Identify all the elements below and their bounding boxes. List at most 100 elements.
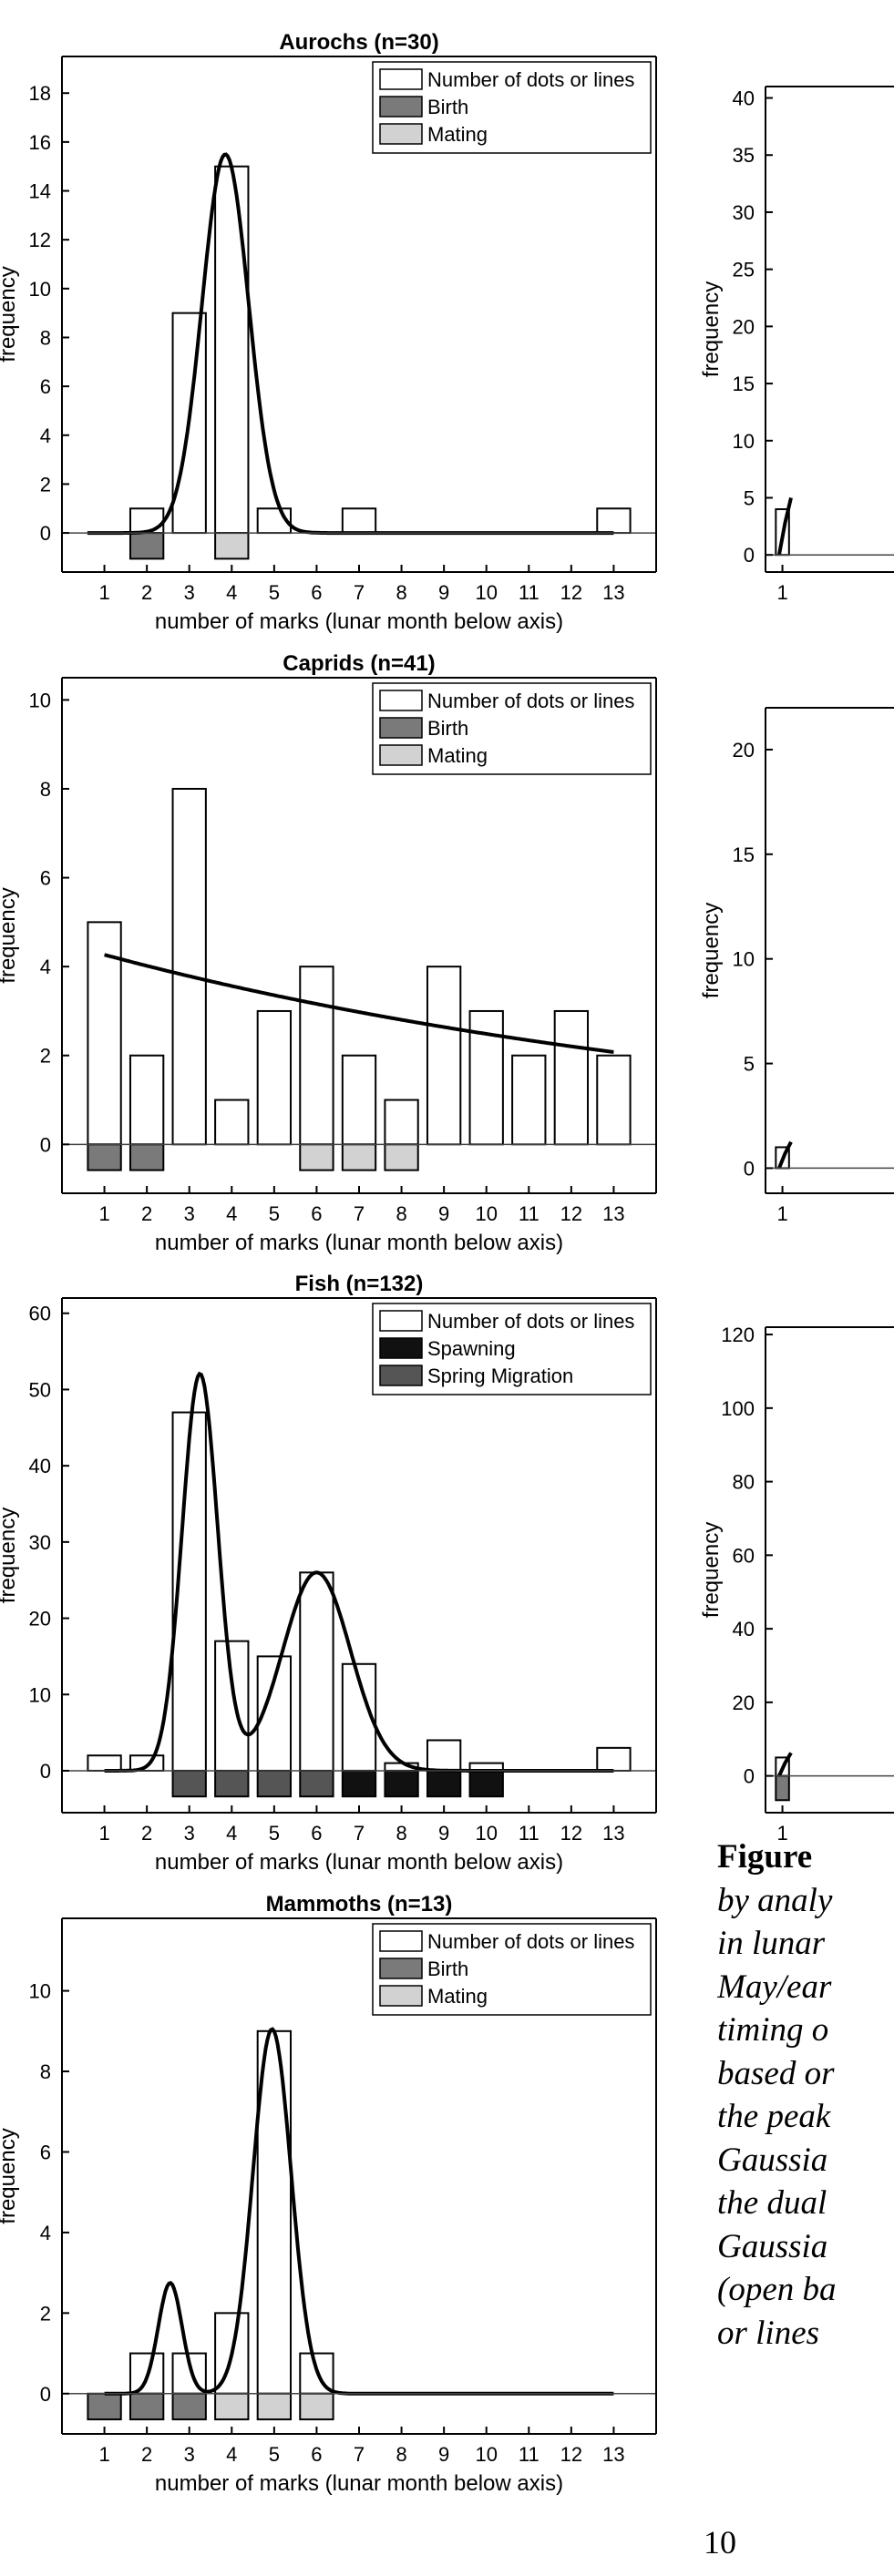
y-tick-label: 16 bbox=[29, 131, 51, 154]
seasonal-bar bbox=[299, 2392, 334, 2421]
x-tick-label: 1 bbox=[98, 1822, 109, 1845]
y-tick-label: 80 bbox=[733, 1471, 755, 1494]
y-tick-label: 50 bbox=[29, 1378, 51, 1401]
y-tick-label: 25 bbox=[733, 259, 755, 281]
bar bbox=[299, 1571, 334, 1772]
y-tick-label: 0 bbox=[744, 1157, 755, 1180]
x-axis-label: number of marks (lunar month below axis) bbox=[155, 2471, 563, 2496]
legend-swatch bbox=[379, 96, 423, 118]
y-tick-label: 0 bbox=[40, 2383, 51, 2406]
caption-line: the peak bbox=[717, 2098, 831, 2135]
x-tick-label: 3 bbox=[184, 1202, 195, 1225]
x-tick-label: 1 bbox=[776, 1822, 787, 1845]
bar bbox=[214, 1640, 250, 1772]
x-tick-label: 1 bbox=[776, 1202, 787, 1225]
y-tick-label: 20 bbox=[733, 315, 755, 338]
y-tick-label: 14 bbox=[29, 180, 51, 203]
x-tick-label: 9 bbox=[438, 1202, 449, 1225]
y-tick-label: 0 bbox=[744, 544, 755, 567]
caption-line: by analy bbox=[717, 1881, 833, 1919]
y-tick-label: 4 bbox=[40, 956, 51, 978]
x-tick-label: 11 bbox=[519, 1822, 539, 1845]
x-tick-label: 5 bbox=[269, 1822, 280, 1845]
y-axis-label: frequency bbox=[699, 1522, 724, 1618]
bar bbox=[214, 165, 250, 535]
x-tick-label: 7 bbox=[354, 1822, 365, 1845]
y-axis-label: frequency bbox=[0, 887, 20, 983]
y-tick-label: 5 bbox=[744, 1053, 755, 1076]
x-axis-label: number of marks (lunar month below axis) bbox=[155, 1850, 563, 1875]
x-tick-label: 6 bbox=[311, 581, 322, 604]
seasonal-bar bbox=[384, 1143, 419, 1171]
caption-line: (open ba bbox=[717, 2271, 837, 2308]
fit-curve bbox=[777, 1140, 793, 1170]
x-tick-label: 8 bbox=[396, 2443, 406, 2466]
seasonal-bar bbox=[87, 1143, 122, 1171]
legend-swatch bbox=[379, 1958, 423, 1979]
x-tick-label: 2 bbox=[141, 581, 152, 604]
x-tick-label: 7 bbox=[354, 2443, 365, 2466]
chart-panel: 0 20 40 60 80 100 120 1 frequency bbox=[699, 1324, 894, 1845]
x-tick-label: 4 bbox=[226, 581, 237, 604]
bar bbox=[341, 507, 377, 535]
x-tick-label: 3 bbox=[184, 2443, 195, 2466]
y-tick-label: 100 bbox=[721, 1397, 755, 1420]
x-tick-label: 13 bbox=[602, 1822, 624, 1845]
y-tick-label: 6 bbox=[40, 2141, 51, 2163]
x-tick-label: 6 bbox=[311, 1822, 322, 1845]
y-tick-label: 8 bbox=[40, 778, 51, 801]
y-tick-label: 4 bbox=[40, 424, 51, 447]
chart-title: Caprids (n=41) bbox=[283, 651, 435, 676]
y-tick-label: 8 bbox=[40, 2060, 51, 2083]
x-tick-label: 8 bbox=[396, 1822, 406, 1845]
y-tick-label: 10 bbox=[733, 430, 755, 453]
seasonal-bar bbox=[171, 2392, 207, 2421]
chart-title: Mammoths (n=13) bbox=[266, 1892, 453, 1917]
y-tick-label: 0 bbox=[744, 1765, 755, 1788]
legend-swatch bbox=[379, 744, 423, 766]
bar bbox=[553, 1009, 590, 1146]
seasonal-bar bbox=[87, 2392, 122, 2421]
x-tick-label: 11 bbox=[519, 581, 539, 604]
x-tick-label: 12 bbox=[560, 581, 582, 604]
bar bbox=[384, 1099, 419, 1146]
x-tick-label: 2 bbox=[141, 2443, 152, 2466]
seasonal-bar bbox=[214, 2392, 250, 2421]
y-tick-label: 30 bbox=[29, 1531, 51, 1554]
bar bbox=[256, 1009, 293, 1146]
chart-panel: 0 5 10 15 20 25 30 35 40 1 frequency bbox=[699, 86, 894, 604]
bar bbox=[171, 2352, 207, 2395]
bar bbox=[596, 1746, 632, 1772]
x-tick-label: 6 bbox=[311, 2443, 322, 2466]
caption-line: May/ear bbox=[717, 1968, 832, 2006]
y-tick-label: 120 bbox=[721, 1324, 755, 1346]
y-tick-label: 20 bbox=[733, 739, 755, 762]
fit-curve bbox=[104, 953, 614, 1054]
x-tick-label: 1 bbox=[98, 2443, 109, 2466]
y-tick-label: 60 bbox=[733, 1544, 755, 1567]
seasonal-bar bbox=[299, 1143, 334, 1171]
y-tick-label: 4 bbox=[40, 2222, 51, 2244]
x-tick-label: 6 bbox=[311, 1202, 322, 1225]
x-tick-label: 11 bbox=[519, 1202, 539, 1225]
x-tick-label: 12 bbox=[560, 1202, 582, 1225]
legend-swatch bbox=[379, 1365, 423, 1386]
seasonal-bar bbox=[775, 1774, 790, 1802]
seasonal-bar bbox=[426, 1769, 462, 1798]
seasonal-bar bbox=[256, 2392, 293, 2421]
figure-caption: Figure by analy in lunar May/ear timing … bbox=[717, 1835, 894, 2355]
x-tick-label: 10 bbox=[475, 1202, 497, 1225]
bar bbox=[426, 966, 462, 1146]
x-tick-label: 13 bbox=[602, 2443, 624, 2466]
x-tick-label: 11 bbox=[519, 2443, 539, 2466]
caption-figure-label: Figure bbox=[717, 1838, 813, 1876]
fit-curve bbox=[776, 497, 793, 556]
legend-label: Spring Migration bbox=[427, 1365, 573, 1387]
legend-label: Birth bbox=[427, 1958, 468, 1980]
chart-title: Fish (n=132) bbox=[295, 1272, 424, 1296]
y-tick-label: 40 bbox=[733, 1618, 755, 1641]
seasonal-bar bbox=[384, 1769, 419, 1798]
